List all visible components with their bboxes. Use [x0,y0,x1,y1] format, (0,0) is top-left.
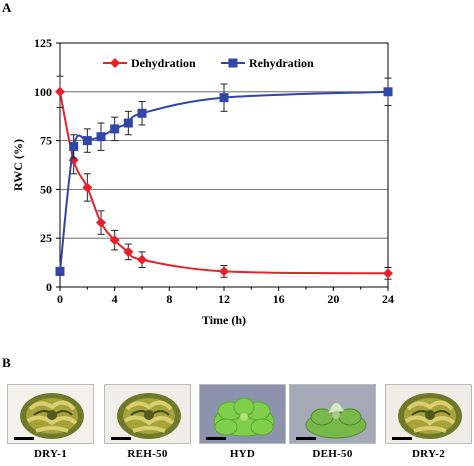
photo-label-deh-50: DEH-50 [312,448,353,460]
rehydration-data-point [137,108,147,118]
rehydration-legend-label: Rehydration [249,56,314,70]
rehydration-legend-marker [228,58,238,68]
panel-b-label: B [2,355,11,370]
plant-photo-deh-50 [289,384,376,444]
panel-a-label: A [2,0,12,15]
y-tick-label: 25 [40,231,52,245]
plant-photo-hyd [199,384,286,444]
plant-image [296,402,367,440]
x-tick-label: 12 [218,292,230,306]
x-tick-label: 4 [112,292,118,306]
y-tick-label: 100 [34,85,52,99]
dehydration-data-point [123,246,134,257]
scale-bar [206,437,226,440]
dehydration-data-point [137,254,147,265]
rehydration-data-point [82,136,92,146]
dehydration-data-point [96,217,106,228]
dehydration-legend-label: Dehydration [131,56,196,70]
x-tick-label: 24 [382,292,394,306]
plant-photo-reh-50 [104,384,191,444]
photo-label-hyd: HYD [229,448,256,460]
y-tick-label: 125 [34,36,52,50]
plant-image [14,393,84,440]
x-tick-label: 16 [273,292,285,306]
rehydration-data-point [123,118,133,128]
scale-bar [296,437,316,440]
dehydration-data-point [219,266,229,277]
dehydration-legend-marker [110,58,120,68]
plant-image [392,393,462,440]
rehydration-data-point [219,93,229,103]
x-tick-label: 0 [57,292,63,306]
y-tick-label: 50 [40,182,52,196]
plant-image [206,397,275,440]
rehydration-series-line [59,90,389,272]
x-tick-label: 20 [327,292,339,306]
y-tick-label: 75 [40,134,52,148]
scale-bar [392,437,412,440]
y-axis-label: RWC (%) [11,139,25,191]
plant-photo-dry-1 [7,384,94,444]
dehydration-data-point [82,182,93,193]
scale-bar [111,437,131,440]
dehydration-series-line [59,91,389,275]
dehydration-data-point [55,86,65,97]
scale-bar [14,437,34,440]
x-tick-label: 8 [166,292,172,306]
dehydration-data-point [109,235,120,246]
rehydration-data-point [69,141,79,151]
dehydration-data-point [383,268,393,279]
rehydration-data-point [383,87,393,97]
rehydration-data-point [96,132,106,142]
rwc-line-chart: 0 25 50 75 100 125 0 4 8 12 16 20 24 Time (h) RWC (%) D… [11,36,394,327]
photo-label-dry-2: DRY-2 [411,448,446,460]
y-tick-label: 0 [46,280,52,294]
x-axis-label: Time (h) [202,313,246,327]
photo-label-reh-50: REH-50 [127,448,168,460]
plot-frame [59,42,389,288]
rehydration-data-point [110,124,120,134]
plant-image [111,393,181,440]
plant-photo-dry-2 [385,384,472,444]
photo-label-dry-1: DRY-1 [33,448,68,460]
rehydration-data-point [55,266,65,276]
